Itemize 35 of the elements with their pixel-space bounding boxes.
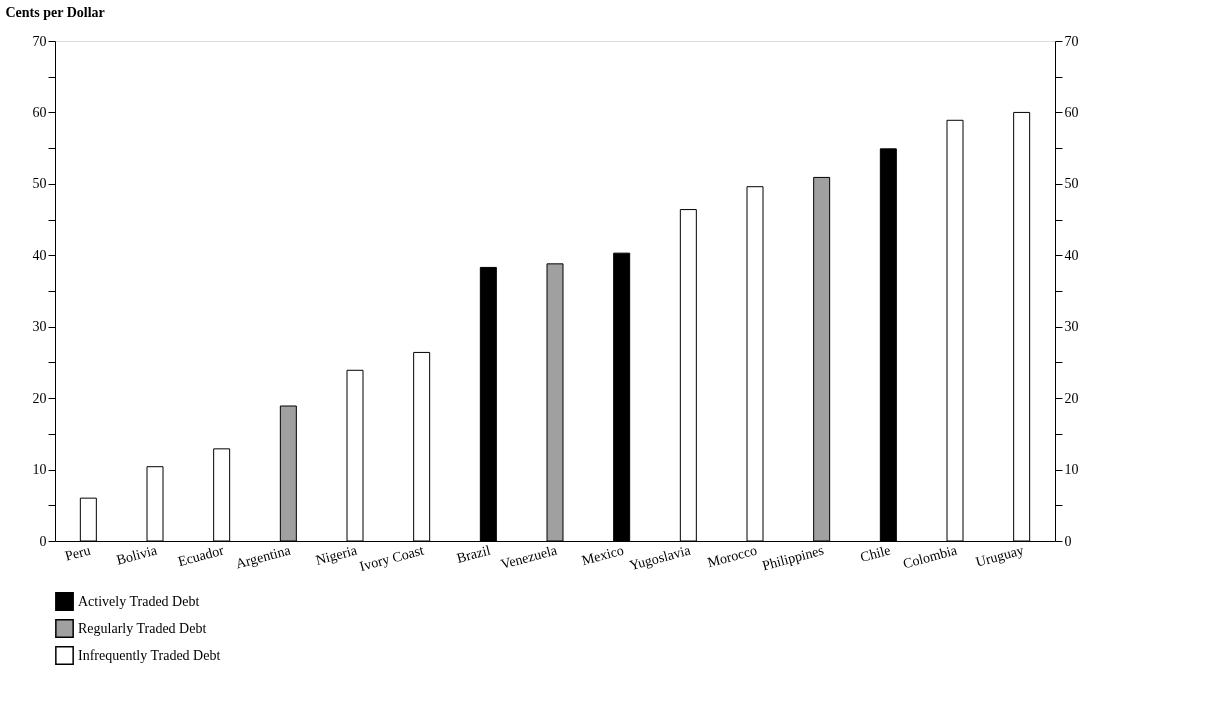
x-tick-label: Peru: [63, 542, 92, 564]
y2-tick-label: 20: [1064, 390, 1079, 406]
x-tick-label: Venezuela: [499, 542, 560, 572]
x-tick-label: Uruguay: [974, 542, 1026, 570]
y2-tick-label: 30: [1064, 319, 1079, 335]
y-tick-label: 20: [32, 390, 47, 406]
x-tick-label: Mexico: [580, 542, 626, 569]
legend-label: Regularly Traded Debt: [78, 620, 207, 636]
y-tick-label: 70: [32, 33, 47, 49]
x-tick-label: Nigeria: [314, 542, 360, 568]
y-tick-label: 50: [32, 176, 47, 192]
y2-tick-label: 40: [1064, 247, 1079, 263]
legend-label: Infrequently Traded Debt: [78, 647, 221, 663]
x-tick-label: Ecuador: [176, 542, 226, 570]
legend-label: Actively Traded Debt: [78, 593, 200, 609]
x-tick-label: Argentina: [234, 542, 293, 572]
y-tick-label: 0: [39, 533, 47, 549]
y-tick-label: 30: [32, 319, 47, 335]
x-tick-label: Philippines: [760, 542, 826, 574]
y-tick-label: 60: [32, 104, 47, 120]
y-tick-label: 40: [32, 247, 47, 263]
x-tick-label: Ivory Coast: [357, 542, 426, 575]
y2-tick-label: 70: [1064, 33, 1079, 49]
x-tick-label: Colombia: [901, 542, 960, 572]
x-tick-label: Morocco: [705, 542, 759, 571]
x-tick-label: Chile: [858, 542, 892, 565]
x-tick-label: Brazil: [455, 542, 493, 566]
y2-tick-label: 0: [1064, 533, 1072, 549]
x-tick-label: Yugoslavia: [627, 542, 693, 574]
y2-tick-label: 10: [1064, 462, 1079, 478]
y2-tick-label: 60: [1064, 104, 1079, 120]
y-axis-title: Cents per Dollar: [5, 4, 105, 20]
x-tick-label: Bolivia: [114, 542, 160, 568]
y2-tick-label: 50: [1064, 176, 1079, 192]
y-tick-label: 10: [32, 462, 47, 478]
